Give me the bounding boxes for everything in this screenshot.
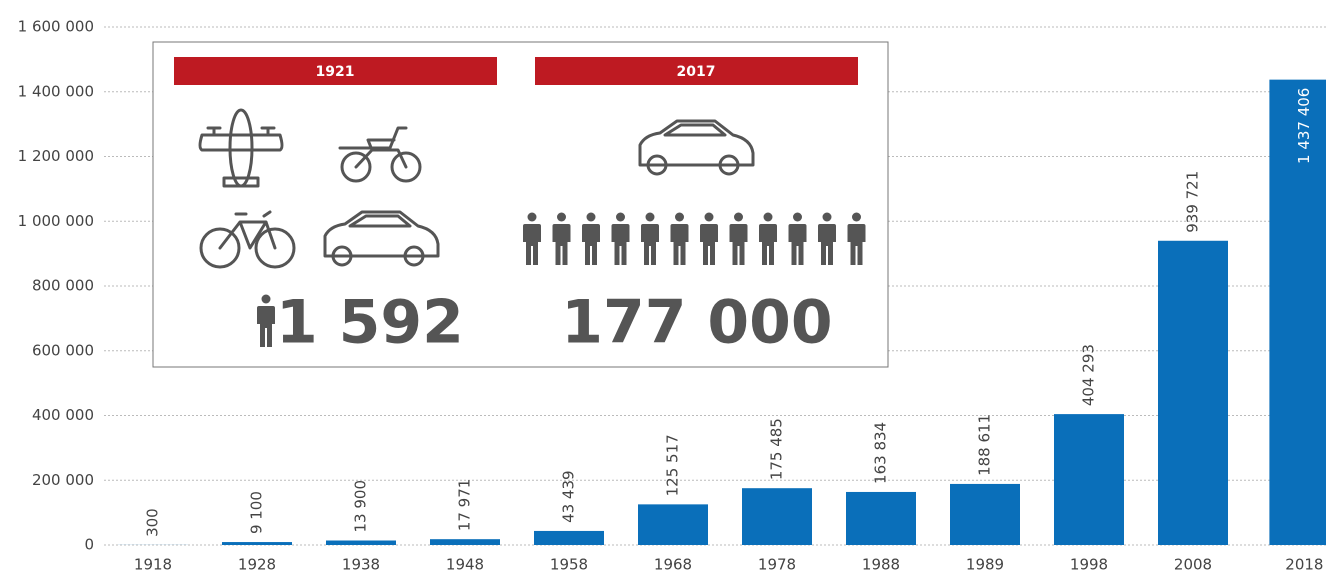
count-label: 1 592 — [276, 288, 464, 358]
bar — [950, 483, 1020, 545]
x-tick-label: 1918 — [134, 556, 172, 574]
car-icon — [323, 210, 440, 267]
value-label: 43 439 — [560, 470, 578, 523]
value-label: 188 611 — [976, 414, 994, 476]
y-tick-label: 200 000 — [32, 471, 94, 489]
bar — [1269, 79, 1326, 546]
value-label: 125 517 — [664, 434, 682, 496]
bar — [846, 491, 916, 545]
x-tick-label: 1938 — [342, 556, 380, 574]
plane-icon — [198, 108, 284, 188]
x-tick-label: 1988 — [862, 556, 900, 574]
motorbike-icon — [338, 126, 422, 183]
value-label: 175 485 — [768, 418, 786, 480]
bar — [534, 530, 604, 545]
inset-panel: 1921 2017 1 592 177 000 — [152, 41, 889, 368]
value-label: 13 900 — [352, 480, 370, 533]
value-label: 939 721 — [1184, 171, 1202, 233]
x-tick-label: 1958 — [550, 556, 588, 574]
bar — [430, 539, 500, 545]
value-label: 17 971 — [456, 479, 474, 532]
value-label: 163 834 — [872, 422, 890, 484]
y-tick-label: 0 — [84, 536, 94, 554]
x-tick-label: 1998 — [1070, 556, 1108, 574]
plot-area: 0 200 000 400 000 600 000 800 000 1 000 000 1 … — [18, 18, 1326, 574]
y-tick-label: 800 000 — [32, 277, 94, 295]
x-tick-label: 2018 — [1285, 556, 1323, 574]
x-tick-label: 1968 — [654, 556, 692, 574]
year-label: 1921 — [316, 64, 355, 80]
car-icon — [638, 119, 755, 176]
x-tick-label: 1978 — [758, 556, 796, 574]
x-tick-label: 1989 — [966, 556, 1004, 574]
bar — [1054, 414, 1124, 545]
year-banner — [535, 57, 858, 85]
y-tick-label: 1 200 000 — [18, 147, 94, 165]
year-label: 2017 — [677, 64, 716, 80]
value-label: 9 100 — [248, 491, 266, 534]
bar — [222, 542, 292, 545]
year-banner — [174, 57, 497, 85]
y-tick-label: 1 600 000 — [18, 18, 94, 36]
value-label: 1 437 406 — [1295, 88, 1313, 164]
bar — [742, 488, 812, 545]
count-label: 177 000 — [561, 288, 832, 358]
bicycle-icon — [199, 210, 296, 269]
y-tick-label: 400 000 — [32, 406, 94, 424]
y-tick-label: 1 000 000 — [18, 212, 94, 230]
value-label: 404 293 — [1080, 344, 1098, 406]
bar — [326, 540, 396, 545]
bar — [638, 504, 708, 545]
value-label: 300 — [144, 508, 162, 537]
x-tick-label: 2008 — [1174, 556, 1212, 574]
x-tick-label: 1948 — [446, 556, 484, 574]
y-tick-label: 600 000 — [32, 341, 94, 359]
bar — [1158, 240, 1228, 545]
y-tick-label: 1 400 000 — [18, 82, 94, 100]
x-tick-label: 1928 — [238, 556, 276, 574]
inset-box — [152, 41, 889, 368]
